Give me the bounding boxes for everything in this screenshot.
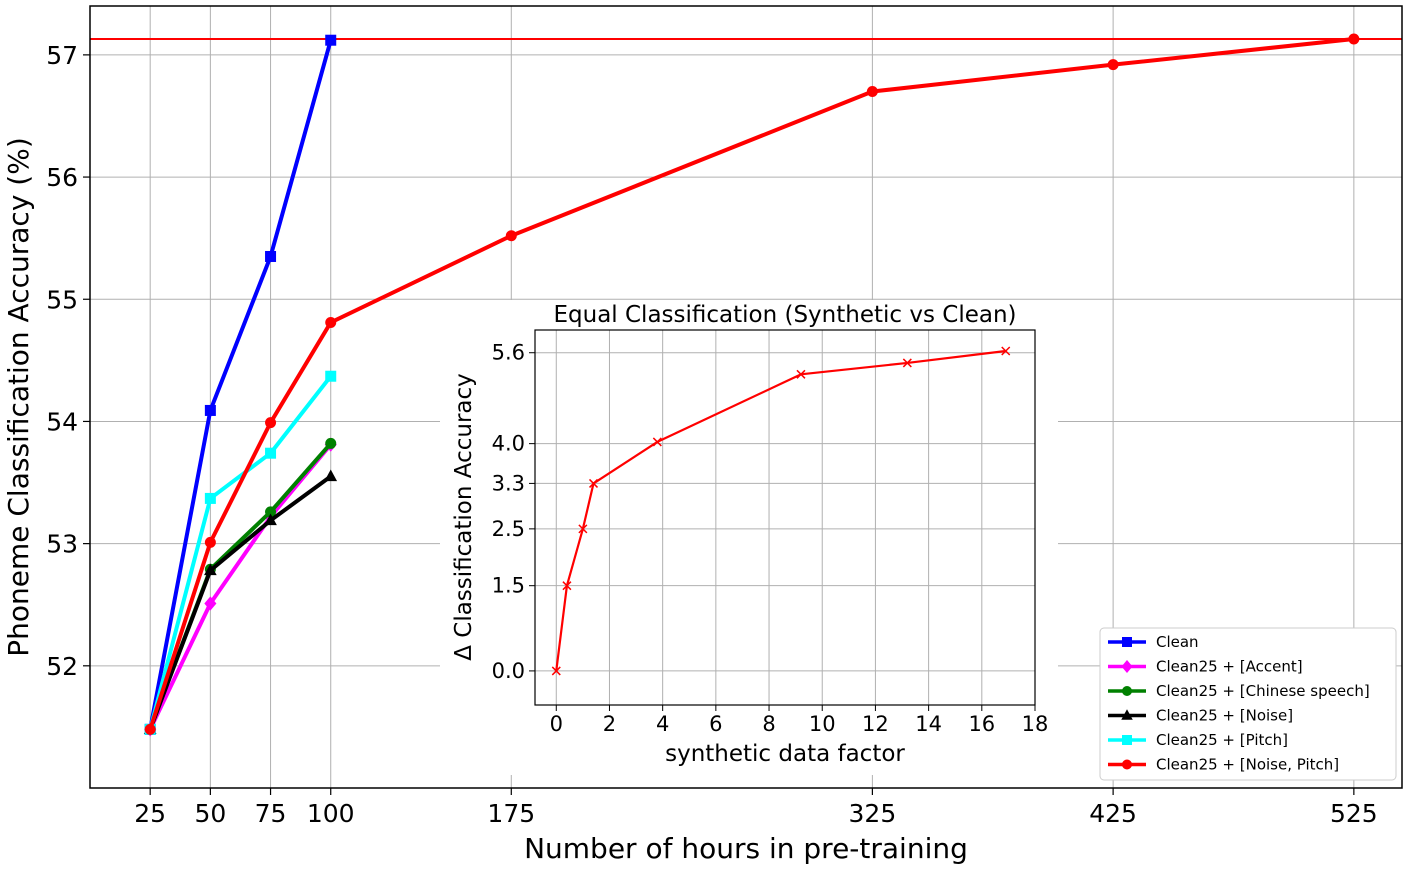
x-tick-label: 50 <box>194 799 226 828</box>
inset-x-tick-label: 2 <box>603 712 616 736</box>
inset-y-tick-label: 5.6 <box>492 341 525 365</box>
data-point <box>1107 59 1119 71</box>
inset-y-axis-label: Δ Classification Accuracy <box>451 373 477 661</box>
inset-y-tick-label: 2.5 <box>492 517 525 541</box>
legend-box <box>1099 627 1397 781</box>
inset-x-tick-label: 18 <box>1022 712 1049 736</box>
series-line <box>148 37 1355 730</box>
inset-y-tick-label: 0.0 <box>492 659 525 683</box>
inset-x-tick-label: 4 <box>656 712 669 736</box>
inset-ticks: 0 2 4 6 8 10 12 14 16 18 0.0 1.5 2.5 3.3 4.0 5.6 <box>492 341 1049 736</box>
y-tick-label: 54 <box>46 407 78 436</box>
inset-title: Equal Classification (Synthetic vs Clean… <box>553 302 1016 328</box>
inset-x-tick-label: 0 <box>550 712 563 736</box>
inset-y-tick-label: 1.5 <box>492 574 525 598</box>
data-point <box>144 723 156 735</box>
y-tick-label: 52 <box>46 652 78 681</box>
inset-data-point <box>1001 346 1011 356</box>
series-line <box>148 374 333 730</box>
legend-label: Clean25 + [Noise, Pitch] <box>1156 756 1339 774</box>
data-point <box>265 506 277 518</box>
data-point <box>204 492 216 504</box>
data-point <box>265 417 277 429</box>
legend-label: Clean25 + [Pitch] <box>1156 731 1288 749</box>
legend-marker <box>1122 686 1132 696</box>
legend-marker <box>1121 709 1133 720</box>
legend-label: Clean <box>1156 633 1199 651</box>
y-axis-label: Phoneme Classification Accuracy (%) <box>2 137 35 657</box>
legend-marker <box>1122 637 1132 647</box>
inset-data-point <box>578 524 588 534</box>
main-series <box>143 33 1360 737</box>
x-tick-label: 525 <box>1330 799 1378 828</box>
legend-marker <box>1122 735 1132 745</box>
inset-series <box>551 346 1011 676</box>
main-plot-frame <box>89 5 1403 789</box>
y-tick-label: 56 <box>46 163 78 192</box>
series-line <box>148 39 333 730</box>
x-tick-label: 75 <box>255 799 287 828</box>
inset-x-tick-label: 12 <box>862 712 889 736</box>
x-axis-label: Number of hours in pre-training <box>524 832 968 865</box>
data-point <box>325 437 337 449</box>
data-point <box>204 596 217 611</box>
inset-x-axis-label: synthetic data factor <box>665 741 905 767</box>
inset-x-tick-label: 6 <box>709 712 722 736</box>
legend-marker <box>1121 660 1133 673</box>
inset-x-tick-label: 14 <box>915 712 942 736</box>
legend-label: Clean25 + [Chinese speech] <box>1156 682 1370 700</box>
inset-data-point <box>551 666 561 676</box>
data-point <box>325 370 337 382</box>
inset-data-point <box>652 437 662 447</box>
data-point <box>204 404 216 416</box>
data-point <box>1348 33 1360 45</box>
series-line <box>148 443 333 731</box>
inset-data-point <box>796 369 806 379</box>
data-point <box>264 513 277 526</box>
x-tick-label: 175 <box>487 799 535 828</box>
data-point <box>204 536 216 548</box>
inset-series-line <box>555 349 1006 672</box>
inset-background <box>440 300 1058 775</box>
data-point <box>324 469 338 482</box>
data-point <box>204 563 217 576</box>
legend: Clean Clean25 + [Accent] Clean25 + [Chines… <box>1099 627 1397 781</box>
series-line <box>148 474 332 731</box>
inset-data-point <box>588 478 599 488</box>
data-point <box>325 34 337 46</box>
y-tick-label: 57 <box>46 41 78 70</box>
data-point <box>265 250 277 262</box>
inset-x-tick-label: 8 <box>762 712 775 736</box>
x-tick-label: 325 <box>849 799 897 828</box>
x-tick-label: 100 <box>307 799 355 828</box>
data-point <box>505 230 517 242</box>
inset-x-tick-label: 10 <box>809 712 836 736</box>
inset-data-point <box>562 581 572 591</box>
legend-marker <box>1122 759 1132 770</box>
data-point <box>265 447 277 459</box>
y-tick-label: 53 <box>46 530 78 559</box>
inset-x-tick-label: 16 <box>968 712 995 736</box>
x-tick-label: 425 <box>1089 799 1137 828</box>
x-tick-label: 25 <box>134 799 166 828</box>
series-5 <box>144 33 1360 735</box>
data-point <box>325 316 337 328</box>
legend-label: Clean25 + [Noise] <box>1156 707 1293 725</box>
inset-y-tick-label: 4.0 <box>492 432 525 456</box>
inset-y-tick-label: 3.3 <box>492 471 525 495</box>
legend-label: Clean25 + [Accent] <box>1156 658 1303 676</box>
inset-data-point <box>902 358 912 368</box>
data-point <box>866 86 878 98</box>
inset-plot-frame <box>534 329 1036 706</box>
y-tick-label: 55 <box>46 285 78 314</box>
inset-series-0 <box>551 346 1011 676</box>
